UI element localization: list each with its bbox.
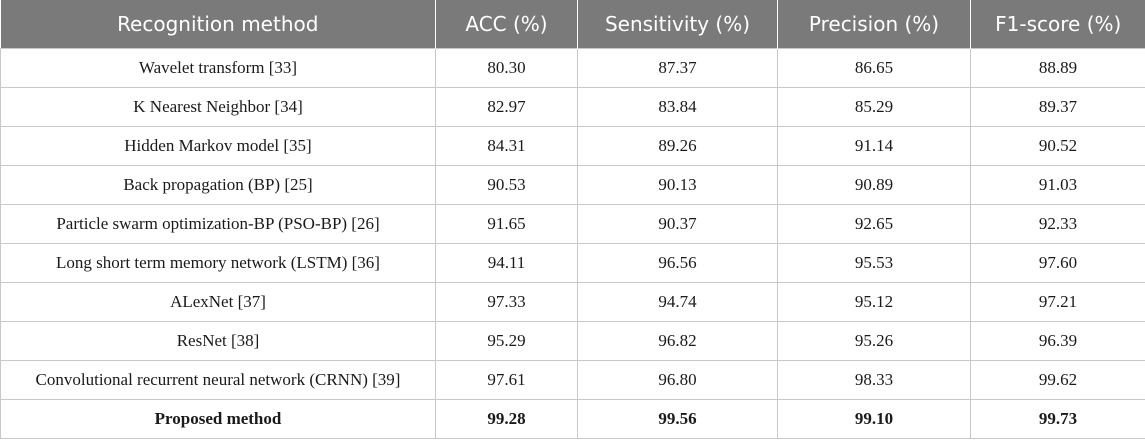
table-row: ALexNet [37] 97.33 94.74 95.12 97.21 [0, 282, 1145, 322]
cell-acc: 95.29 [435, 321, 578, 361]
header-sensitivity: Sensitivity (%) [577, 0, 778, 49]
cell-sensitivity: 83.84 [577, 87, 778, 127]
cell-method: Convolutional recurrent neural network (… [0, 360, 436, 400]
table-row: Convolutional recurrent neural network (… [0, 360, 1145, 400]
header-recognition-method: Recognition method [0, 0, 436, 49]
cell-acc: 91.65 [435, 204, 578, 244]
cell-f1-score: 89.37 [970, 87, 1145, 127]
table-row: Particle swarm optimization-BP (PSO-BP) … [0, 204, 1145, 244]
cell-precision: 92.65 [777, 204, 971, 244]
cell-sensitivity: 90.13 [577, 165, 778, 205]
cell-sensitivity: 87.37 [577, 48, 778, 88]
table-body: Wavelet transform [33] 80.30 87.37 86.65… [0, 48, 1145, 439]
cell-f1-score: 91.03 [970, 165, 1145, 205]
cell-precision: 86.65 [777, 48, 971, 88]
cell-acc: 90.53 [435, 165, 578, 205]
cell-precision: 98.33 [777, 360, 971, 400]
cell-precision: 99.10 [777, 399, 971, 439]
cell-precision: 91.14 [777, 126, 971, 166]
cell-sensitivity: 99.56 [577, 399, 778, 439]
header-precision: Precision (%) [777, 0, 971, 49]
cell-acc: 84.31 [435, 126, 578, 166]
cell-sensitivity: 96.56 [577, 243, 778, 283]
cell-sensitivity: 89.26 [577, 126, 778, 166]
cell-f1-score: 88.89 [970, 48, 1145, 88]
cell-method: Particle swarm optimization-BP (PSO-BP) … [0, 204, 436, 244]
header-f1-score: F1-score (%) [970, 0, 1145, 49]
header-acc: ACC (%) [435, 0, 578, 49]
cell-method: Wavelet transform [33] [0, 48, 436, 88]
cell-f1-score: 99.73 [970, 399, 1145, 439]
cell-precision: 85.29 [777, 87, 971, 127]
cell-f1-score: 97.60 [970, 243, 1145, 283]
cell-precision: 95.53 [777, 243, 971, 283]
header-row: Recognition method ACC (%) Sensitivity (… [0, 0, 1145, 49]
table-row-proposed: Proposed method 99.28 99.56 99.10 99.73 [0, 399, 1145, 439]
cell-precision: 95.12 [777, 282, 971, 322]
cell-acc: 94.11 [435, 243, 578, 283]
cell-f1-score: 92.33 [970, 204, 1145, 244]
table-row: ResNet [38] 95.29 96.82 95.26 96.39 [0, 321, 1145, 361]
cell-method: ALexNet [37] [0, 282, 436, 322]
table-row: Hidden Markov model [35] 84.31 89.26 91.… [0, 126, 1145, 166]
cell-method: Hidden Markov model [35] [0, 126, 436, 166]
cell-f1-score: 90.52 [970, 126, 1145, 166]
cell-acc: 97.61 [435, 360, 578, 400]
cell-method: Proposed method [0, 399, 436, 439]
table-row: Back propagation (BP) [25] 90.53 90.13 9… [0, 165, 1145, 205]
cell-acc: 97.33 [435, 282, 578, 322]
cell-method: Back propagation (BP) [25] [0, 165, 436, 205]
cell-method: K Nearest Neighbor [34] [0, 87, 436, 127]
cell-f1-score: 99.62 [970, 360, 1145, 400]
table-header: Recognition method ACC (%) Sensitivity (… [0, 0, 1145, 49]
cell-method: ResNet [38] [0, 321, 436, 361]
table-row: K Nearest Neighbor [34] 82.97 83.84 85.2… [0, 87, 1145, 127]
cell-precision: 95.26 [777, 321, 971, 361]
table-row: Long short term memory network (LSTM) [3… [0, 243, 1145, 283]
cell-acc: 82.97 [435, 87, 578, 127]
table-row: Wavelet transform [33] 80.30 87.37 86.65… [0, 48, 1145, 88]
cell-f1-score: 96.39 [970, 321, 1145, 361]
cell-acc: 80.30 [435, 48, 578, 88]
cell-method: Long short term memory network (LSTM) [3… [0, 243, 436, 283]
cell-sensitivity: 90.37 [577, 204, 778, 244]
cell-sensitivity: 96.82 [577, 321, 778, 361]
cell-precision: 90.89 [777, 165, 971, 205]
cell-acc: 99.28 [435, 399, 578, 439]
cell-f1-score: 97.21 [970, 282, 1145, 322]
cell-sensitivity: 96.80 [577, 360, 778, 400]
cell-sensitivity: 94.74 [577, 282, 778, 322]
